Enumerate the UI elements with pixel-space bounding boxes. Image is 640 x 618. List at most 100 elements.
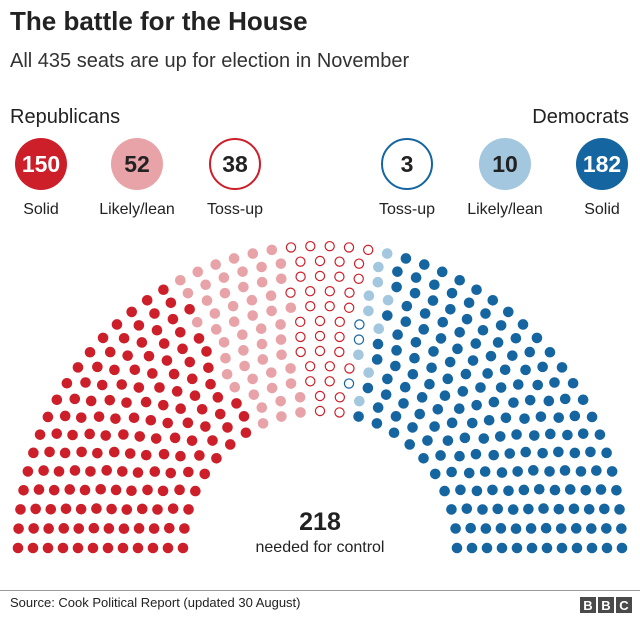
seat-dot <box>133 382 145 393</box>
seat-dot <box>314 330 326 342</box>
seat-dot <box>354 395 365 407</box>
seat-dot <box>445 303 456 315</box>
seat-dot <box>426 362 437 374</box>
seat-dot <box>528 430 540 441</box>
seat-dot <box>398 398 409 409</box>
seat-dot <box>495 320 507 331</box>
seat-dot <box>480 523 492 534</box>
seat-dot <box>353 334 365 345</box>
seat-dot <box>577 394 589 406</box>
seat-dot <box>275 319 286 330</box>
seat-dot <box>285 378 297 389</box>
category-count-circle: 38 <box>209 138 261 190</box>
seat-dot <box>79 484 91 496</box>
seat-dot <box>442 373 454 385</box>
seat-dot <box>266 367 277 378</box>
seat-dot <box>145 414 157 426</box>
seat-dot <box>42 411 54 423</box>
seat-dot <box>247 248 259 259</box>
parliament-seat-chart <box>12 240 628 554</box>
seat-dot <box>100 430 112 441</box>
seat-dot <box>67 429 78 441</box>
seat-dot <box>616 542 628 554</box>
seat-dot <box>455 484 466 496</box>
seat-dot <box>452 343 463 355</box>
seat-dot <box>575 466 587 477</box>
seat-dot <box>439 390 451 402</box>
category-label: Solid <box>23 201 59 218</box>
seat-dot <box>436 266 448 278</box>
seat-dot <box>43 523 54 534</box>
seat-dot <box>324 285 336 297</box>
seat-dot <box>76 446 87 458</box>
category-rep-tossup: 38 Toss-up <box>175 138 295 219</box>
seat-dot <box>343 378 355 389</box>
seat-dot <box>549 377 560 388</box>
seat-dot <box>165 467 177 479</box>
seat-dot <box>201 295 213 306</box>
seat-dot <box>446 466 457 478</box>
seat-dot <box>519 413 530 424</box>
seat-dot <box>586 411 598 423</box>
seat-dot <box>404 439 416 450</box>
seat-dot <box>295 271 306 282</box>
seat-dot <box>238 411 250 422</box>
category-count-circle: 150 <box>15 138 67 190</box>
seat-dot <box>407 368 419 380</box>
seat-dot <box>122 350 133 361</box>
seat-dot <box>136 337 148 348</box>
seat-dot <box>410 272 422 283</box>
seat-dot <box>543 395 555 407</box>
seat-dot <box>520 364 531 376</box>
seat-dot <box>553 446 564 458</box>
seat-dot <box>117 466 128 477</box>
seat-dot <box>471 399 482 411</box>
seat-dot <box>275 273 287 285</box>
seat-dot <box>128 412 140 424</box>
seat-dot <box>266 305 277 317</box>
seat-dot <box>177 542 189 554</box>
seat-dot <box>102 542 114 554</box>
seat-dot <box>324 300 335 312</box>
seat-dot <box>285 363 296 374</box>
seat-dot <box>559 465 571 476</box>
control-threshold-label: needed for control <box>255 539 385 556</box>
seat-dot <box>162 542 174 554</box>
seat-dot <box>503 485 514 497</box>
seat-dot <box>171 386 183 397</box>
seat-dot <box>419 308 431 319</box>
seat-dot <box>158 284 169 296</box>
party-label-democrats: Democrats <box>532 106 629 128</box>
seat-dot <box>256 276 268 288</box>
seat-dot <box>133 523 145 534</box>
seat-dot <box>601 447 612 459</box>
seat-dot <box>510 523 522 534</box>
seat-dot <box>363 244 374 256</box>
seat-dot <box>372 402 384 413</box>
seat-dot <box>27 542 39 554</box>
seat-dot <box>140 449 152 461</box>
seat-dot <box>363 290 375 301</box>
seat-dot <box>422 435 433 446</box>
seat-dot <box>392 329 403 340</box>
seat-dot <box>495 382 507 393</box>
seat-dot <box>30 503 41 515</box>
seat-dot <box>179 523 190 534</box>
seat-dot <box>354 319 365 330</box>
seat-dot <box>586 523 597 534</box>
seat-dot <box>507 350 518 361</box>
seat-dot <box>564 484 576 495</box>
seat-dot <box>75 412 87 423</box>
seat-dot <box>182 417 194 429</box>
seat-dot <box>134 431 146 442</box>
control-threshold-number: 218 <box>299 508 341 536</box>
seat-dot <box>161 355 173 366</box>
seat-dot <box>80 377 91 388</box>
seat-dot <box>470 448 482 460</box>
seat-dot <box>304 361 316 372</box>
seat-dot <box>435 450 446 461</box>
seat-dot <box>59 410 71 422</box>
seat-dot <box>409 287 421 299</box>
seat-dot <box>285 242 297 253</box>
seat-dot <box>186 435 198 446</box>
